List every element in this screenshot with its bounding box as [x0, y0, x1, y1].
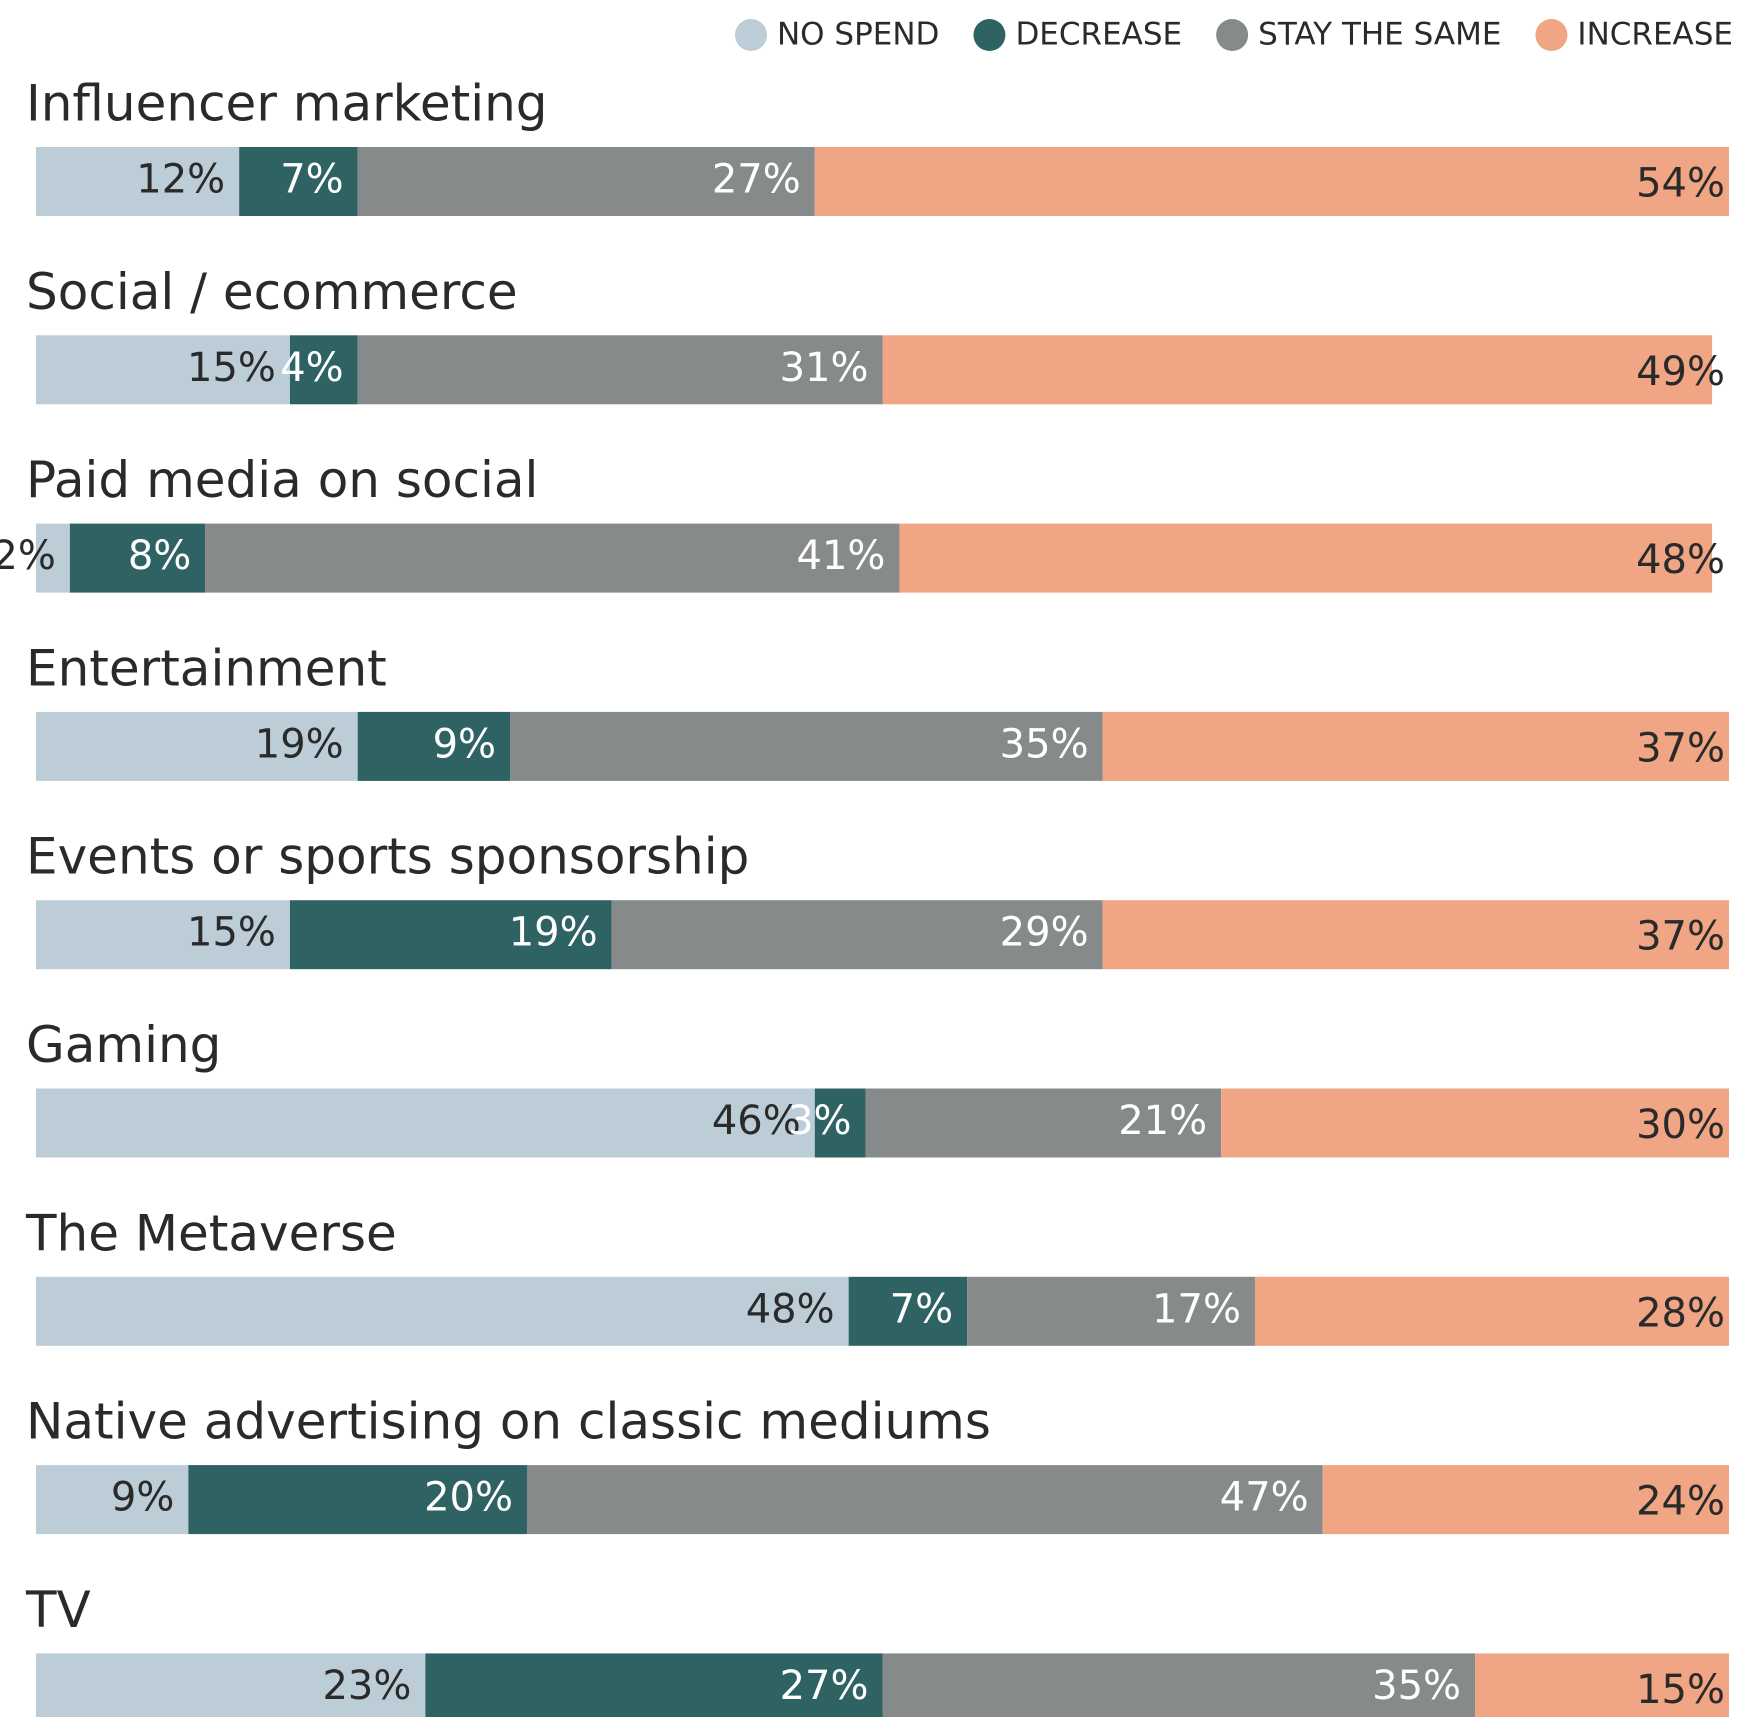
bar-segment — [188, 1465, 527, 1535]
category-label: Influencer marketing — [26, 75, 548, 133]
bar-segment — [865, 1088, 1222, 1158]
bar-segment — [1322, 1465, 1729, 1535]
bar-segment — [1475, 1653, 1729, 1721]
value-label: 15% — [187, 910, 276, 956]
bar-segment — [36, 1653, 426, 1721]
value-label: 47% — [1220, 1475, 1309, 1521]
bar-segment — [239, 147, 358, 216]
bar-segment — [36, 711, 358, 781]
value-label: 35% — [1372, 1663, 1461, 1709]
value-label: 4% — [280, 345, 343, 391]
bar-segment — [1254, 1276, 1729, 1346]
value-label: 24% — [1636, 1479, 1725, 1525]
bar-segment — [36, 335, 290, 405]
value-label: 37% — [1636, 914, 1725, 960]
value-label: 9% — [111, 1475, 174, 1521]
legend-label: INCREASE — [1577, 17, 1733, 53]
value-label: 37% — [1636, 725, 1725, 771]
value-label: 8% — [128, 533, 191, 579]
legend-swatch — [1216, 19, 1249, 51]
bar-segment — [1221, 1088, 1729, 1158]
value-label: 27% — [780, 1663, 869, 1709]
bar-segment — [510, 711, 1103, 781]
bar-segment — [1102, 900, 1729, 970]
value-label: 23% — [322, 1663, 411, 1709]
bar-segment — [289, 335, 358, 405]
category-label: The Metaverse — [25, 1204, 397, 1262]
value-label: 15% — [187, 345, 276, 391]
bar-segment — [357, 335, 883, 405]
value-label: 29% — [1000, 910, 1089, 956]
legend-label: DECREASE — [1015, 17, 1182, 53]
bar-segment — [814, 147, 1729, 216]
bar-segment — [425, 1653, 883, 1721]
bar-segment — [69, 523, 206, 593]
legend-label: NO SPEND — [777, 17, 939, 53]
value-label: 30% — [1636, 1102, 1725, 1148]
bar-segment — [848, 1276, 968, 1346]
value-label: 19% — [255, 721, 344, 767]
bar-segment — [36, 523, 70, 593]
legend-swatch — [734, 19, 767, 51]
value-label: 17% — [1152, 1286, 1241, 1332]
bar-segment — [882, 1653, 1476, 1721]
value-label: 27% — [712, 157, 801, 203]
bar-segment — [814, 1088, 866, 1158]
value-label: 46% — [712, 1098, 801, 1144]
bar-segment — [967, 1276, 1255, 1346]
value-label: 7% — [890, 1286, 953, 1332]
legend-swatch — [1535, 19, 1568, 51]
bar-segment — [1102, 711, 1729, 781]
legend-swatch — [973, 19, 1006, 51]
bar-segment — [36, 1088, 815, 1158]
category-label: TV — [25, 1581, 91, 1639]
bar-segment — [899, 523, 1713, 593]
value-label: 31% — [780, 345, 869, 391]
value-label: 48% — [746, 1286, 835, 1332]
value-label: 35% — [1000, 721, 1089, 767]
category-label: Events or sports sponsorship — [26, 828, 749, 886]
category-label: Social / ecommerce — [26, 263, 518, 321]
bar-segment — [36, 1465, 189, 1535]
value-label: 9% — [433, 721, 496, 767]
bar-segment — [36, 147, 240, 216]
bar-segment — [611, 900, 1103, 970]
value-label: 49% — [1636, 349, 1725, 395]
value-label: 12% — [136, 157, 225, 203]
value-label: 3% — [788, 1098, 851, 1144]
value-label: 48% — [1636, 537, 1725, 583]
value-label: 15% — [1636, 1667, 1725, 1713]
value-label: 2% — [0, 533, 56, 579]
category-label: Gaming — [26, 1016, 221, 1074]
bar-segment — [205, 523, 900, 593]
bar-segment — [289, 900, 612, 970]
bar-segment — [357, 711, 511, 781]
legend-label: STAY THE SAME — [1258, 17, 1501, 53]
value-label: 20% — [424, 1475, 513, 1521]
value-label: 41% — [797, 533, 886, 579]
value-label: 7% — [280, 157, 343, 203]
bar-segment — [36, 900, 290, 970]
bar-segment — [357, 147, 815, 216]
value-label: 21% — [1118, 1098, 1207, 1144]
value-label: 19% — [509, 910, 598, 956]
bar-segment — [882, 335, 1713, 405]
category-label: Entertainment — [26, 639, 387, 697]
category-label: Paid media on social — [26, 451, 538, 509]
bar-segment — [526, 1465, 1323, 1535]
value-label: 54% — [1636, 161, 1725, 207]
bar-segment — [36, 1276, 849, 1346]
value-label: 28% — [1636, 1290, 1725, 1336]
category-label: Native advertising on classic mediums — [26, 1393, 991, 1451]
